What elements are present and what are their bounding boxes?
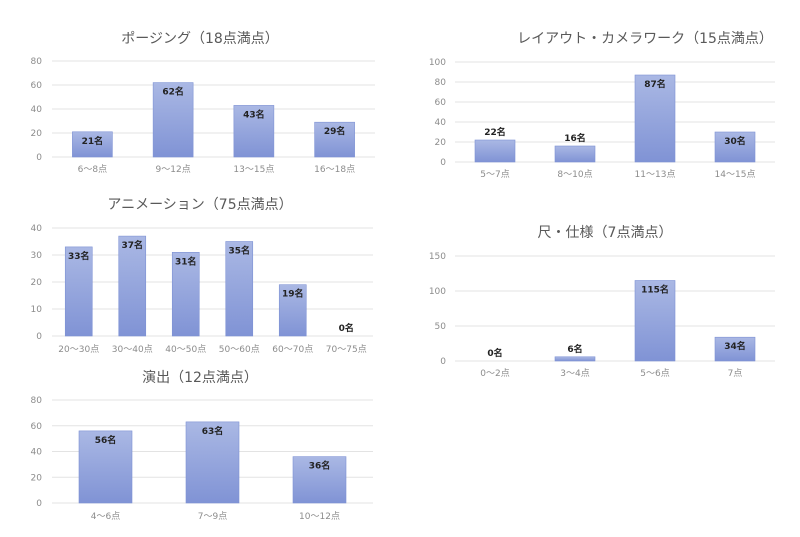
chart-title: 演出（12点満点） [142,370,258,386]
x-tick-label: 5～6点 [640,368,669,379]
bar [554,145,596,163]
bar [278,284,307,337]
bar-chart-3: 尺・仕様（7点満点） 0 50 100 150 0名 0～2点 6名 3～4点 115名 5～6点 3… [429,225,775,379]
bar [292,456,347,504]
y-tick-label: 10 [31,305,43,315]
data-label: 31名 [175,255,197,267]
bar [233,105,275,158]
y-tick-label: 0 [440,158,446,168]
chart-title: 尺・仕様（7点満点） [538,225,673,241]
data-label: 29名 [324,125,346,137]
bar [185,421,240,504]
bar [118,235,147,337]
x-tick-label: 11～13点 [635,169,676,180]
data-label: 19名 [282,288,304,300]
bar [225,241,254,337]
y-tick-label: 60 [31,422,43,432]
data-label: 37名 [121,239,143,251]
bar [714,131,756,163]
bar [64,246,93,337]
x-tick-label: 10～12点 [299,511,340,522]
data-label: 34名 [724,340,746,352]
x-tick-label: 0～2点 [480,368,509,379]
data-label: 0名 [487,347,502,359]
y-tick-label: 50 [435,322,447,332]
data-label: 22名 [484,126,506,138]
y-tick-label: 40 [31,448,43,458]
y-tick-label: 40 [31,224,43,234]
y-tick-label: 40 [31,105,43,115]
data-label: 87名 [644,78,666,90]
data-label: 21名 [82,135,104,147]
x-tick-label: 8～10点 [557,169,592,180]
x-tick-label: 6～8点 [78,164,107,175]
bar [72,131,113,158]
y-tick-label: 80 [435,78,447,88]
y-tick-label: 0 [36,499,42,509]
bar [634,280,676,362]
x-tick-label: 4～6点 [91,511,120,522]
y-tick-label: 150 [429,252,446,262]
data-label: 30名 [724,135,746,147]
x-tick-label: 7～9点 [198,511,227,522]
data-label: 63名 [202,425,224,437]
y-tick-label: 0 [36,153,42,163]
y-tick-label: 20 [31,278,43,288]
y-tick-label: 80 [31,57,43,67]
bar [554,356,596,362]
x-tick-label: 70～75点 [326,344,367,355]
data-label: 6名 [567,343,582,355]
chart-title: レイアウト・カメラワーク（15点満点） [517,31,773,47]
x-tick-label: 60～70点 [272,344,313,355]
y-tick-label: 100 [429,287,446,297]
data-label: 62名 [162,86,184,98]
bar [171,252,200,337]
x-tick-label: 9～12点 [156,164,191,175]
y-tick-label: 30 [31,251,43,261]
x-tick-label: 7点 [728,368,743,379]
chart-title: ポージング（18点満点） [121,31,279,47]
data-label: 115名 [641,284,669,296]
x-tick-label: 16～18点 [314,164,355,175]
y-tick-label: 20 [31,129,43,139]
bar-chart-4: 演出（12点満点） 0 20 40 60 80 56名 4～6点 63名 7～9点 36名 10～12… [31,370,373,522]
x-tick-label: 30～40点 [112,344,153,355]
data-label: 35名 [228,245,250,257]
chart-title: アニメーション（75点満点） [107,197,292,213]
bar-chart-0: ポージング（18点満点） 0 20 40 60 80 21名 6～8点 62名 9～12点 43名 1… [31,31,375,175]
y-tick-label: 60 [31,81,43,91]
y-tick-label: 80 [31,396,43,406]
y-tick-label: 0 [36,332,42,342]
data-label: 33名 [68,250,90,262]
bar [474,139,516,163]
data-label: 0名 [339,322,354,334]
data-label: 16名 [564,132,586,144]
bar [314,121,355,158]
x-tick-label: 40～50点 [165,344,206,355]
bar [78,430,133,504]
bar [634,74,676,163]
bar [152,82,194,158]
x-tick-label: 5～7点 [480,169,509,180]
data-label: 56名 [95,434,117,446]
y-tick-label: 60 [435,98,447,108]
x-tick-label: 13～15点 [233,164,274,175]
y-tick-label: 20 [31,473,43,483]
y-tick-label: 20 [435,138,447,148]
x-tick-label: 50～60点 [219,344,260,355]
y-tick-label: 40 [435,118,447,128]
bar [714,336,756,362]
x-tick-label: 20～30点 [58,344,99,355]
x-tick-label: 3～4点 [560,368,589,379]
x-tick-label: 14～15点 [715,169,756,180]
bar-chart-1: レイアウト・カメラワーク（15点満点） 0 20 40 60 80 100 22名 5～7点 16… [429,31,775,180]
data-label: 36名 [309,460,331,472]
y-tick-label: 0 [440,357,446,367]
data-label: 43名 [243,108,265,120]
y-tick-label: 100 [429,58,446,68]
bar-chart-2: アニメーション（75点満点） 0 10 20 30 40 33名 20～30点 37名 30～40… [31,197,373,355]
